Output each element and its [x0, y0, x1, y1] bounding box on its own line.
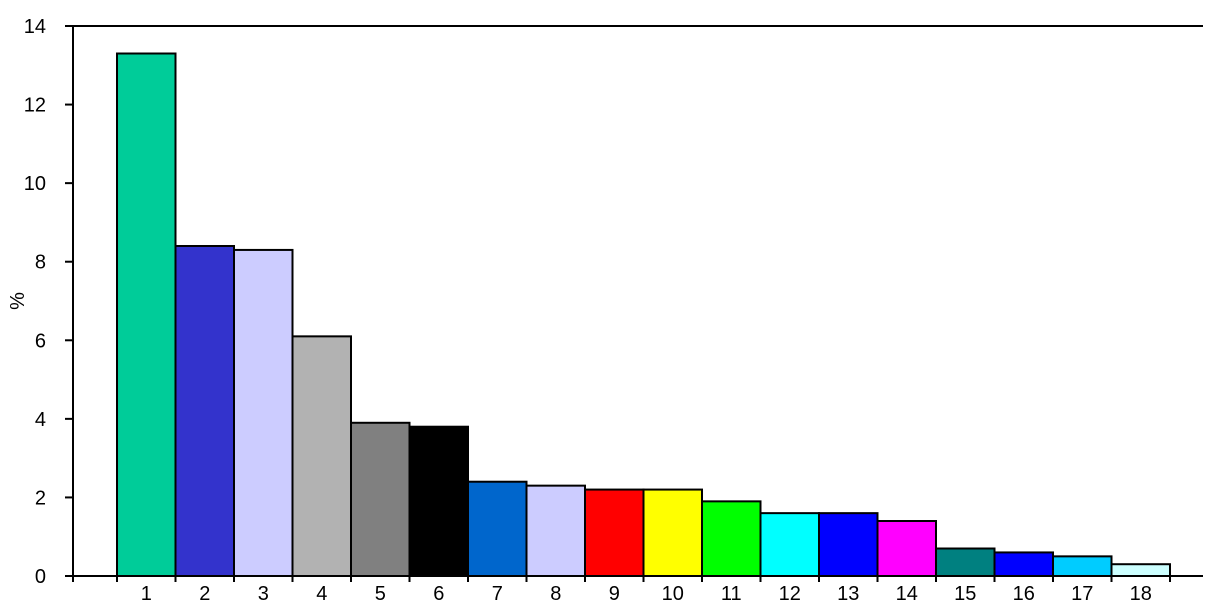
- bars-group: [116, 52, 1171, 578]
- x-tick-label: 6: [433, 583, 444, 604]
- y-axis-label: %: [7, 292, 29, 310]
- bar-11: [701, 500, 762, 578]
- bar-3: [233, 248, 294, 578]
- x-tick-label: 18: [1130, 583, 1152, 604]
- x-tick-label: 17: [1071, 583, 1093, 604]
- bar-14: [876, 520, 937, 577]
- y-tick-label: 0: [35, 566, 46, 588]
- x-tick-label: 13: [837, 583, 859, 604]
- bar-4: [291, 335, 352, 577]
- bar-2: [174, 245, 235, 577]
- x-tick-label: 12: [779, 583, 801, 604]
- bar-9: [584, 488, 645, 578]
- bar-18: [1110, 563, 1171, 578]
- x-tick-label: 1: [141, 583, 152, 604]
- y-tick-label: 10: [24, 173, 46, 195]
- x-tick-label: 8: [550, 583, 561, 604]
- x-tick-label: 15: [954, 583, 976, 604]
- x-tick-label: 7: [492, 583, 503, 604]
- y-tick-label: 12: [24, 95, 46, 117]
- bar-15: [935, 547, 996, 577]
- x-tick-label: 4: [316, 583, 327, 604]
- y-tick-label: 8: [35, 252, 46, 274]
- x-tick-label: 2: [199, 583, 210, 604]
- x-tick-label: 14: [896, 583, 918, 604]
- bar-10: [642, 488, 703, 578]
- bar-12: [759, 512, 820, 578]
- y-tick-label: 2: [35, 487, 46, 509]
- y-tick-label: 6: [35, 330, 46, 352]
- bar-5: [350, 421, 411, 577]
- x-tick-label: 10: [662, 583, 684, 604]
- x-tick-label: 5: [375, 583, 386, 604]
- bar-1: [116, 52, 177, 577]
- x-tick-label: 3: [258, 583, 269, 604]
- bar-6: [408, 425, 469, 578]
- y-tick-label: 4: [35, 409, 46, 431]
- bar-17: [1052, 555, 1113, 577]
- x-tick-label: 9: [609, 583, 620, 604]
- bar-16: [993, 551, 1054, 578]
- x-tick-label: 16: [1013, 583, 1035, 604]
- bar-8: [525, 484, 586, 577]
- bar-13: [818, 512, 879, 578]
- bar-7: [467, 480, 528, 578]
- y-tick-label: 14: [24, 16, 46, 38]
- x-tick-label: 11: [721, 583, 742, 604]
